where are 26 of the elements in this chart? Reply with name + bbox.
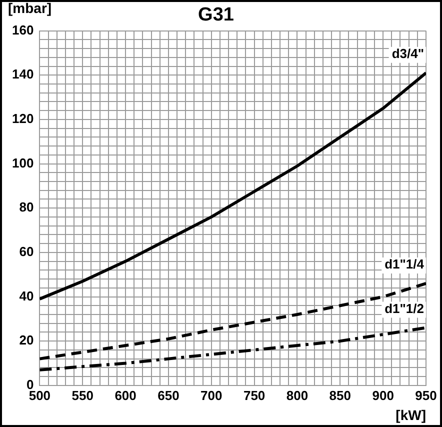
y-tick-label: 160 — [12, 22, 34, 38]
x-tick-label: 950 — [415, 388, 437, 403]
x-tick-label: 550 — [72, 388, 94, 403]
y-tick-label: 80 — [19, 200, 34, 215]
x-tick-label: 600 — [114, 388, 136, 403]
y-tick-label: 120 — [12, 111, 34, 126]
y-axis-title: [mbar] — [8, 0, 52, 16]
y-tick-label: 40 — [19, 288, 34, 304]
x-tick-label: 650 — [158, 388, 180, 403]
series-label: d1"1/4 — [384, 256, 425, 272]
series-label: d1"1/2 — [384, 300, 424, 316]
x-axis-title: [kW] — [396, 406, 426, 423]
chart-title: G31 — [198, 4, 234, 26]
x-tick-label: 800 — [286, 388, 308, 403]
series-label: d3/4" — [392, 46, 424, 61]
line-series — [40, 326, 426, 372]
x-tick-label: 900 — [372, 388, 394, 403]
line-series — [40, 282, 426, 360]
y-tick-label: 140 — [12, 66, 34, 82]
x-tick-label: 850 — [329, 388, 352, 403]
y-tick-label: 0 — [26, 376, 34, 392]
x-tick-label: 750 — [243, 388, 266, 403]
y-tick-label: 100 — [12, 155, 34, 170]
x-tick-label: 700 — [200, 388, 222, 403]
y-tick-label: 20 — [19, 332, 34, 348]
y-tick-label: 60 — [19, 244, 34, 260]
